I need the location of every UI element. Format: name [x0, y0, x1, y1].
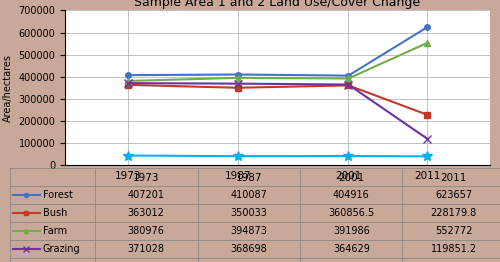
- Forest: [235, 73, 241, 76]
- Line: Water: Water: [123, 151, 432, 161]
- Water: [424, 155, 430, 158]
- Text: 40265.6: 40265.6: [229, 261, 269, 262]
- Line: Bush: Bush: [125, 82, 430, 117]
- Bush: [424, 113, 430, 116]
- Text: 363012: 363012: [128, 208, 164, 218]
- Line: Farm: Farm: [125, 40, 430, 84]
- Line: Forest: Forest: [125, 25, 430, 78]
- Text: Farm: Farm: [42, 226, 66, 236]
- Forest: [424, 26, 430, 29]
- Text: 364629: 364629: [333, 244, 370, 254]
- Text: 1987: 1987: [236, 173, 262, 183]
- Text: 2011: 2011: [440, 173, 467, 183]
- Grazing: [424, 137, 430, 140]
- Grazing: [235, 82, 241, 85]
- Text: 360856.5: 360856.5: [328, 208, 374, 218]
- Text: 350033: 350033: [230, 208, 267, 218]
- Text: 552772: 552772: [435, 226, 472, 236]
- Text: 623657: 623657: [435, 190, 472, 200]
- Text: 2001: 2001: [338, 173, 364, 183]
- Text: 380976: 380976: [128, 226, 164, 236]
- Text: 39373.3: 39373.3: [434, 261, 474, 262]
- Bush: [125, 83, 131, 86]
- Water: [346, 154, 352, 157]
- Text: 43206.5: 43206.5: [126, 261, 166, 262]
- Text: Grazing: Grazing: [42, 244, 80, 254]
- Y-axis label: Area/hectares: Area/hectares: [3, 54, 13, 122]
- Text: 40990.9: 40990.9: [332, 261, 371, 262]
- Grazing: [346, 83, 352, 86]
- Water: [125, 154, 131, 157]
- Text: 404916: 404916: [333, 190, 370, 200]
- Bush: [346, 84, 352, 87]
- Farm: [424, 41, 430, 45]
- Text: Forest: Forest: [42, 190, 72, 200]
- Farm: [235, 76, 241, 79]
- Text: 391986: 391986: [333, 226, 370, 236]
- Text: 410087: 410087: [230, 190, 267, 200]
- Farm: [346, 77, 352, 80]
- Bush: [235, 86, 241, 89]
- Grazing: [125, 81, 131, 85]
- Forest: [125, 74, 131, 77]
- Water: [235, 155, 241, 158]
- Text: 228179.8: 228179.8: [430, 208, 477, 218]
- Text: 119851.2: 119851.2: [430, 244, 477, 254]
- Line: Grazing: Grazing: [124, 79, 431, 143]
- Text: 394873: 394873: [230, 226, 267, 236]
- Text: 371028: 371028: [128, 244, 165, 254]
- Forest: [346, 74, 352, 77]
- Text: Water: Water: [42, 261, 71, 262]
- Title: Sample Area 1 and 2 Land Use/Cover Change: Sample Area 1 and 2 Land Use/Cover Chang…: [134, 0, 420, 9]
- Text: 1973: 1973: [133, 173, 160, 183]
- Text: 368698: 368698: [230, 244, 267, 254]
- Text: Bush: Bush: [42, 208, 67, 218]
- Farm: [125, 79, 131, 83]
- Text: 407201: 407201: [128, 190, 165, 200]
